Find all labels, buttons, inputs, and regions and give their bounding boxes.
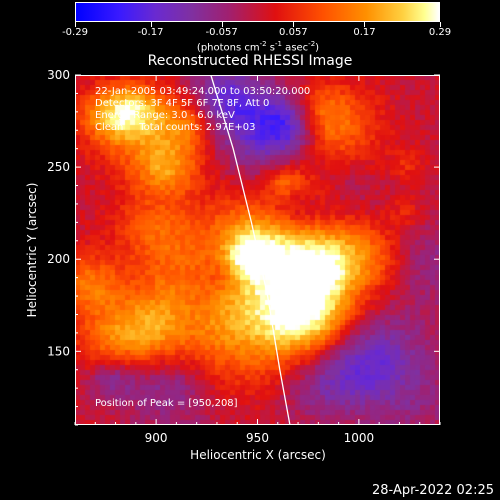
colorbar-tick [293,22,295,27]
x-axis-label: Heliocentric X (arcsec) [190,448,326,462]
info-energy-range: Energy Range: 3.0 - 6.0 keV [95,110,235,121]
peak-position-label: Position of Peak = [950,208] [95,398,238,409]
colorbar-tick-label: 0.29 [428,27,452,38]
colorbar-tick [150,22,152,27]
info-time-range: 22-Jan-2005 03:49:24.000 to 03:50:20.000 [95,86,311,97]
y-tick-label: 150 [47,344,70,358]
x-tick-label: 1000 [344,431,375,445]
info-method-counts: Clean Total counts: 2.97E+03 [95,122,256,133]
timestamp: 28-Apr-2022 02:25 [372,483,494,498]
x-tick-label: 950 [246,431,269,445]
colorbar-tick-label: -0.17 [137,27,164,38]
colorbar-tick [75,22,76,27]
colorbar [75,2,440,22]
colorbar-unit-label: (photons cm-2 s-1 asec-2) [196,40,320,54]
x-tick-label: 900 [145,431,168,445]
colorbar-tick-label: 0.17 [353,27,376,38]
chart-title: Reconstructed RHESSI Image [147,53,353,69]
y-tick-label: 300 [47,68,70,82]
y-axis-label: Heliocentric Y (arcsec) [25,182,39,318]
colorbar-tick [364,22,366,27]
solar-limb-line [210,75,291,425]
colorbar-tick [440,22,441,27]
info-detectors: Detectors: 3F 4F 5F 6F 7F 8F, Att 0 [95,98,270,109]
colorbar-tick-label: 0.057 [279,27,308,38]
y-tick-label: 250 [47,160,70,174]
colorbar-tick-label: -0.29 [62,27,88,38]
y-tick-label: 200 [47,252,70,266]
colorbar-tick-label: -0.057 [205,27,238,38]
colorbar-tick [221,22,223,27]
